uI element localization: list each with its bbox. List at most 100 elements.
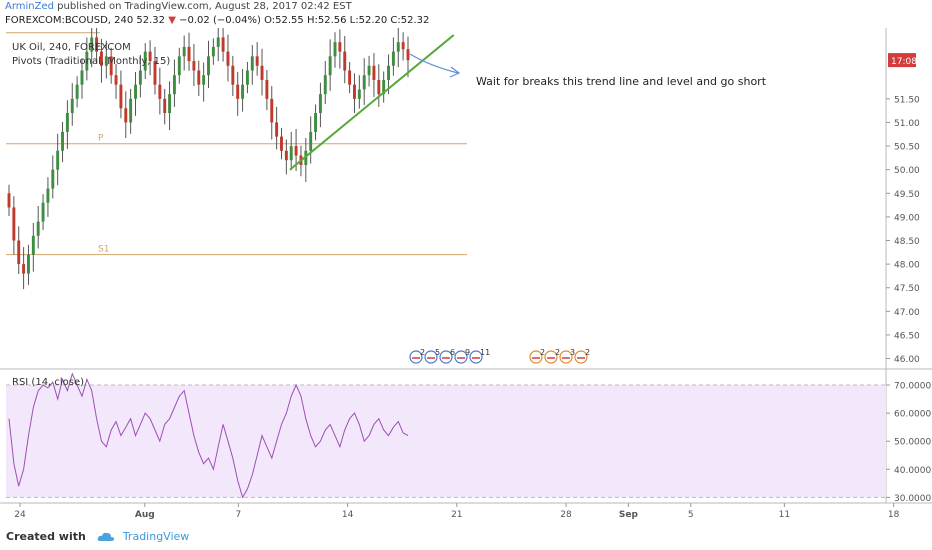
- candle-body[interactable]: [51, 169, 55, 189]
- rsi-line[interactable]: [8, 372, 409, 499]
- candle-body[interactable]: [241, 84, 245, 99]
- candle-body[interactable]: [187, 46, 191, 62]
- candle-body[interactable]: [314, 113, 318, 132]
- candle-body[interactable]: [197, 70, 201, 85]
- candle-body[interactable]: [226, 51, 230, 66]
- candle-body[interactable]: [168, 94, 172, 113]
- tradingview-logo-text[interactable]: TradingView: [122, 530, 190, 543]
- candle-body[interactable]: [109, 56, 113, 76]
- candle-body[interactable]: [275, 122, 279, 137]
- candle-body[interactable]: [158, 84, 162, 99]
- candle-body[interactable]: [80, 70, 84, 85]
- candle-body[interactable]: [318, 94, 322, 113]
- candle-body[interactable]: [353, 84, 356, 99]
- candle-body[interactable]: [284, 150, 288, 161]
- candle-body[interactable]: [387, 65, 390, 80]
- candle-body[interactable]: [27, 254, 30, 274]
- event-flag-icon[interactable]: [559, 350, 573, 364]
- time-axis[interactable]: 24Aug7142128Sep5111825: [0, 502, 932, 520]
- event-flag-icon[interactable]: [409, 350, 423, 364]
- candle-body[interactable]: [65, 113, 69, 132]
- candle-body[interactable]: [129, 98, 133, 123]
- candle-body[interactable]: [138, 70, 142, 85]
- candle-body[interactable]: [260, 65, 264, 80]
- chart-canvas[interactable]: 46.00 46.50 47.00 47.50 48.00 48.50 49.00 49.50…: [0, 28, 932, 524]
- candle-body[interactable]: [124, 108, 128, 123]
- candle-body[interactable]: [119, 84, 123, 109]
- candle-body[interactable]: [382, 79, 386, 95]
- candle-body[interactable]: [99, 51, 103, 66]
- candle-body[interactable]: [172, 75, 176, 95]
- candle-body[interactable]: [46, 188, 50, 203]
- candle-body[interactable]: [323, 75, 327, 95]
- candle-body[interactable]: [192, 61, 196, 71]
- candle-body[interactable]: [36, 221, 40, 236]
- price-pane[interactable]: 46.00 46.50 47.00 47.50 48.00 48.50 49.00 49.50…: [0, 28, 932, 503]
- candle-body[interactable]: [85, 51, 89, 71]
- candle-body[interactable]: [7, 193, 11, 208]
- candle-body[interactable]: [401, 42, 405, 50]
- candle-body[interactable]: [367, 65, 371, 76]
- event-flag-icon[interactable]: [439, 350, 453, 364]
- candle-body[interactable]: [70, 98, 74, 113]
- candle-body[interactable]: [236, 84, 240, 99]
- candle-body[interactable]: [343, 51, 347, 71]
- candle-body[interactable]: [163, 98, 167, 113]
- candle-body[interactable]: [143, 51, 147, 71]
- candle-body[interactable]: [153, 61, 157, 85]
- candle-body[interactable]: [41, 202, 45, 222]
- candle-body[interactable]: [104, 56, 108, 66]
- candle-body[interactable]: [56, 150, 60, 170]
- candle-body[interactable]: [250, 56, 254, 71]
- candle-body[interactable]: [211, 46, 215, 57]
- annotation-arrow[interactable]: [409, 53, 459, 74]
- candle-body[interactable]: [202, 75, 206, 85]
- candle-body[interactable]: [182, 46, 186, 57]
- candle-body[interactable]: [406, 49, 410, 61]
- rsi-pane[interactable]: 30.0000 40.0000 50.0000 60.0000 70.0000 RSI (…: [6, 372, 931, 504]
- event-flag-icon[interactable]: [469, 350, 483, 364]
- candle-body[interactable]: [289, 146, 293, 161]
- candle-body[interactable]: [396, 42, 400, 52]
- event-flag-icon[interactable]: [454, 350, 468, 364]
- candle-body[interactable]: [357, 89, 361, 99]
- candle-body[interactable]: [255, 56, 259, 66]
- candle-body[interactable]: [280, 136, 283, 151]
- candle-body[interactable]: [216, 37, 220, 47]
- author-link[interactable]: ArminZed: [5, 1, 54, 12]
- candle-body[interactable]: [245, 70, 249, 85]
- candle-body[interactable]: [22, 264, 26, 274]
- candle-body[interactable]: [309, 131, 313, 151]
- candle-body[interactable]: [362, 75, 366, 90]
- candle-body[interactable]: [338, 42, 342, 52]
- candle-body[interactable]: [12, 207, 16, 241]
- candle-body[interactable]: [31, 235, 35, 255]
- candle-body[interactable]: [231, 65, 235, 85]
- trend-line[interactable]: [289, 34, 455, 171]
- candle-body[interactable]: [207, 56, 210, 76]
- candle-body[interactable]: [75, 84, 79, 99]
- candle-body[interactable]: [95, 37, 99, 52]
- candle-body[interactable]: [221, 37, 225, 52]
- candle-body[interactable]: [265, 79, 269, 99]
- candle-body[interactable]: [328, 56, 332, 76]
- candle-body[interactable]: [377, 79, 381, 95]
- candle-body[interactable]: [90, 37, 94, 52]
- candle-body[interactable]: [348, 70, 352, 85]
- candle-body[interactable]: [294, 146, 298, 156]
- candle-body[interactable]: [270, 98, 274, 123]
- event-flag-icon[interactable]: [529, 350, 543, 364]
- event-flag-icon[interactable]: [424, 350, 438, 364]
- candle-body[interactable]: [17, 240, 21, 265]
- event-flag-icon[interactable]: [574, 350, 588, 364]
- candle-body[interactable]: [114, 75, 118, 85]
- candle-body[interactable]: [177, 56, 181, 76]
- candle-body[interactable]: [333, 42, 337, 57]
- candle-body[interactable]: [134, 84, 137, 99]
- candle-body[interactable]: [61, 131, 64, 151]
- candle-body[interactable]: [372, 65, 376, 80]
- price-tick-label: 46.50: [894, 331, 920, 341]
- candle-body[interactable]: [391, 51, 395, 66]
- candle-body[interactable]: [148, 51, 152, 62]
- event-flag-icon[interactable]: [544, 350, 558, 364]
